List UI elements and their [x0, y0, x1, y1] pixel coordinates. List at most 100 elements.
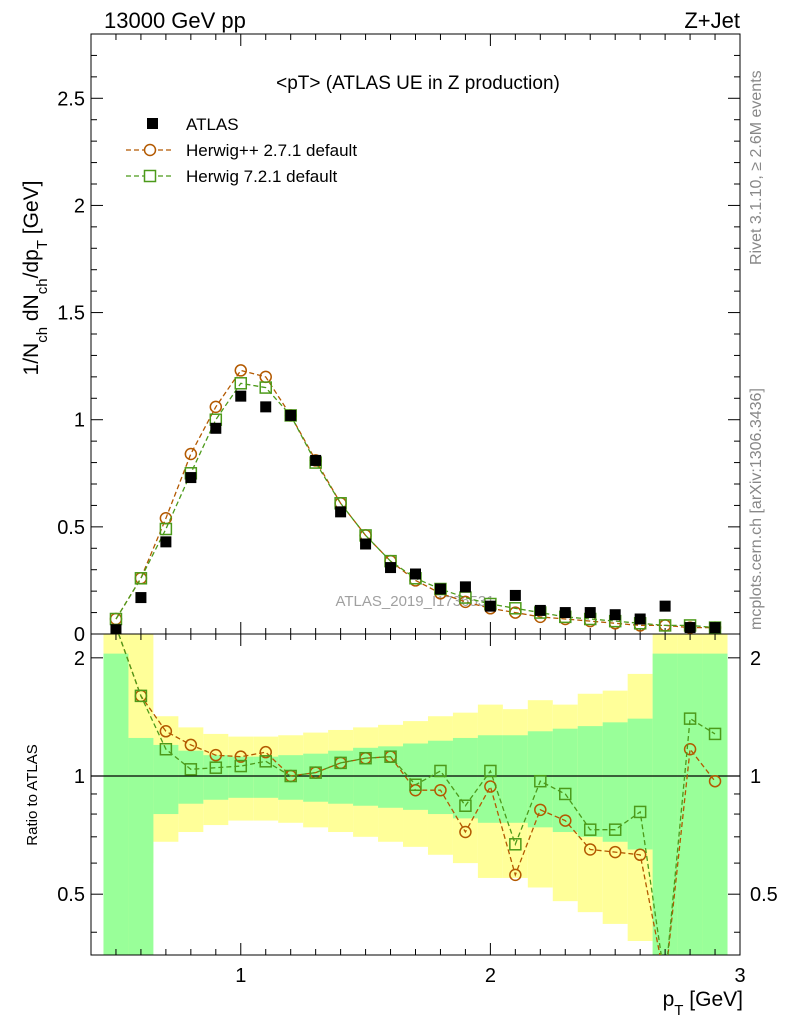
herwigpp-point [234, 364, 248, 377]
herwig7-line [115, 382, 716, 629]
main-series [109, 364, 722, 634]
atlas-point [434, 583, 446, 595]
ratio-herwigpp-point [559, 814, 572, 827]
analysis-watermark: ATLAS_2019_I1736531 [335, 593, 494, 610]
y-tick-label: 1.5 [57, 303, 85, 325]
legend-marker-herwigpp [143, 143, 157, 157]
atlas-point [659, 600, 671, 612]
band-1sigma-bin [652, 653, 678, 955]
ratio-herwig7-point [334, 756, 347, 770]
atlas-point [410, 568, 421, 580]
ratio-panel: 1 2 3 0.5 0.5 1 1 2 2 Ratio to ATLAS [24, 633, 778, 987]
ratio-herwigpp-point [234, 750, 248, 763]
ratio-y-axis-label: Ratio to ATLAS [24, 744, 41, 845]
atlas-point [185, 472, 197, 484]
atlas-point [285, 409, 297, 421]
mcplots-label: mcplots.cern.ch [arXiv:1306.3436] [748, 388, 765, 630]
band-1sigma-bin [328, 750, 354, 804]
ratio-herwigpp-point [708, 774, 722, 788]
ratio-herwigpp-point [583, 843, 597, 856]
header-right: Z+Jet [684, 8, 740, 33]
atlas-point [509, 589, 521, 601]
ratio-herwig7-point [484, 764, 497, 778]
y-tick-label: 2 [74, 195, 85, 217]
ratio-herwig7-point [409, 778, 422, 792]
ratio-herwigpp-point [259, 745, 272, 759]
band-1sigma-bin [577, 726, 603, 837]
ratio-axes: 1 2 3 0.5 0.5 1 1 2 2 [57, 633, 778, 987]
band-1sigma-bin [228, 756, 254, 798]
band-1sigma-bin [502, 735, 528, 823]
atlas-point [335, 506, 347, 518]
atlas-point [684, 622, 696, 634]
y-tick-label: 0 [74, 624, 85, 646]
atlas-point [609, 609, 621, 621]
ratio-herwig7-point [359, 751, 372, 765]
main-axes: 0 0.5 1 1.5 2 2.5 [57, 33, 741, 646]
ratio-y-tick-label: 2 [74, 648, 85, 670]
atlas-point [235, 390, 247, 402]
ratio-herwigpp-point [184, 738, 198, 752]
ratio-herwig7-point [633, 805, 647, 819]
ratio-herwig7-point [583, 823, 597, 836]
band-1sigma-bin [427, 740, 453, 815]
y-tick-label: 0.5 [57, 517, 85, 539]
ratio-herwig7-point [234, 759, 248, 773]
atlas-point [484, 600, 496, 612]
band-1sigma-bin [178, 750, 204, 804]
atlas-point [110, 624, 122, 634]
ratio-herwigpp-point [608, 845, 622, 859]
atlas-point [360, 538, 372, 550]
ratio-herwig7-point [259, 755, 272, 768]
x-tick-label: 1 [235, 965, 246, 987]
band-1sigma-bin [527, 731, 553, 828]
ratio-herwig7-point [534, 774, 547, 788]
ratio-herwigpp-point [459, 825, 472, 839]
legend-marker-herwig7 [143, 169, 157, 183]
ratio-herwig7-point [309, 766, 322, 779]
header-left: 13000 GeV pp [104, 8, 246, 33]
legend-marker-atlas [147, 118, 158, 129]
ratio-y-tick-label-right: 0.5 [750, 884, 778, 906]
atlas-point [135, 592, 147, 604]
y-tick-label: 1 [74, 410, 85, 432]
x-tick-label: 3 [734, 965, 745, 987]
ratio-herwig7-point [559, 787, 572, 801]
main-y-axis-label: 1/Nch dNch/dpT [GeV] [20, 181, 51, 376]
ratio-herwig7-point [134, 689, 148, 703]
herwig7-point [509, 602, 522, 615]
legend-label-herwig7: Herwig 7.2.1 default [186, 167, 337, 186]
ratio-data [117, 634, 722, 955]
herwig7-point [159, 522, 173, 536]
herwigpp-point [109, 612, 123, 626]
ratio-herwigpp-point [509, 868, 522, 882]
herwigpp-line [115, 369, 715, 629]
band-1sigma-bin [702, 653, 728, 955]
atlas-point [559, 607, 571, 619]
ratio-y-tick-label-right: 1 [750, 766, 761, 788]
ratio-herwigpp-point [434, 783, 447, 797]
herwigpp-point [184, 447, 198, 461]
band-1sigma-bin [627, 718, 653, 850]
main-data [109, 364, 722, 634]
chart-title: <pT> (ATLAS UE in Z production) [276, 73, 560, 94]
ratio-herwigpp-point [534, 803, 547, 817]
atlas-point [160, 536, 172, 548]
ratio-herwig7-point [184, 763, 198, 776]
ratio-herwig7-point [683, 712, 697, 725]
band-1sigma-bin [253, 756, 279, 798]
atlas-point [709, 622, 721, 634]
legend-label-herwigpp: Herwig++ 2.7.1 default [186, 141, 357, 160]
band-1sigma-bin [153, 744, 179, 815]
rivet-label: Rivet 3.1.10, ≥ 2.6M events [748, 70, 765, 265]
atlas-point [385, 562, 397, 574]
legend: ATLAS Herwig++ 2.7.1 default Herwig 7.2.… [126, 115, 357, 186]
ratio-herwigpp-point [209, 748, 223, 762]
x-axis-label: pT [GeV] [663, 988, 743, 1019]
band-1sigma-bin [128, 737, 154, 955]
band-1sigma-bin [477, 735, 503, 823]
atlas-point [260, 401, 272, 413]
ratio-herwig7-point [209, 761, 223, 774]
atlas-point [210, 422, 222, 434]
herwig7-point [259, 381, 272, 394]
